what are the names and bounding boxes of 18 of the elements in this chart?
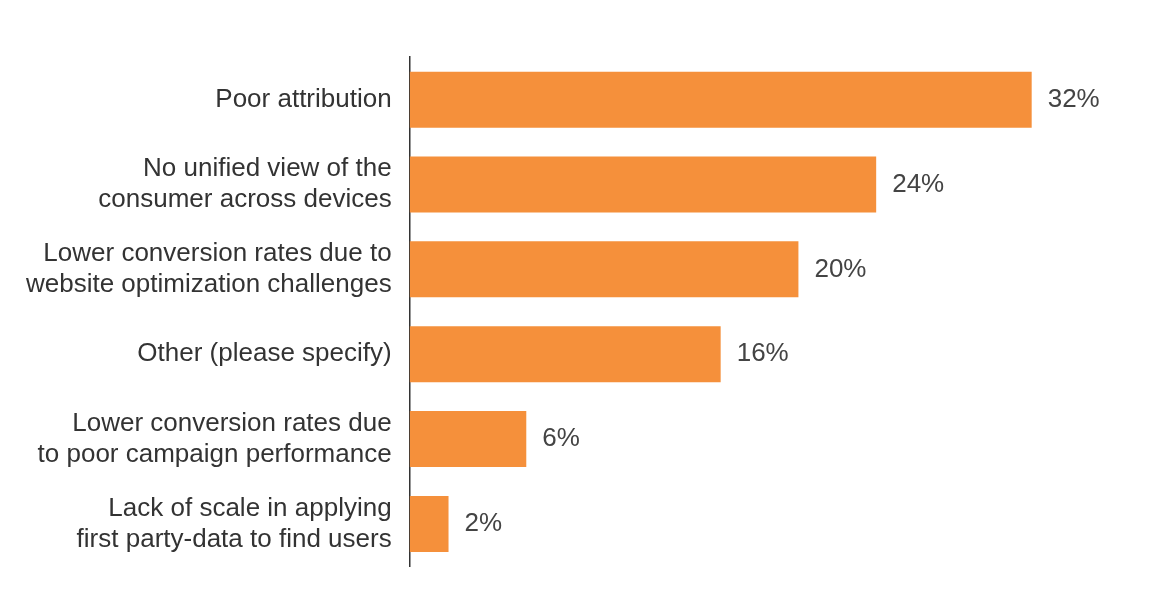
data-label: 24% [892,167,945,198]
data-label: 6% [542,422,580,453]
bar [409,495,449,552]
data-label: 2% [464,507,503,538]
y-tick-label: No unified view of the consumer across devices [98,152,392,214]
data-label: 20% [814,252,867,283]
y-tick-label: Lack of scale in applying first party-data to find users [76,491,392,553]
bar [409,326,721,383]
y-tick-label: Other (please specify) [137,337,392,368]
bar [409,411,527,468]
data-label: 32% [1047,82,1100,113]
bar [409,156,877,213]
bar [409,241,799,298]
y-tick-label: Poor attribution [215,82,392,113]
bar [409,71,1032,128]
data-label: 16% [736,337,789,368]
y-tick-label: Lower conversion rates due to poor campaign performance [37,406,392,468]
y-tick-label: Lower conversion rates due to website optimization challenges [24,236,392,299]
